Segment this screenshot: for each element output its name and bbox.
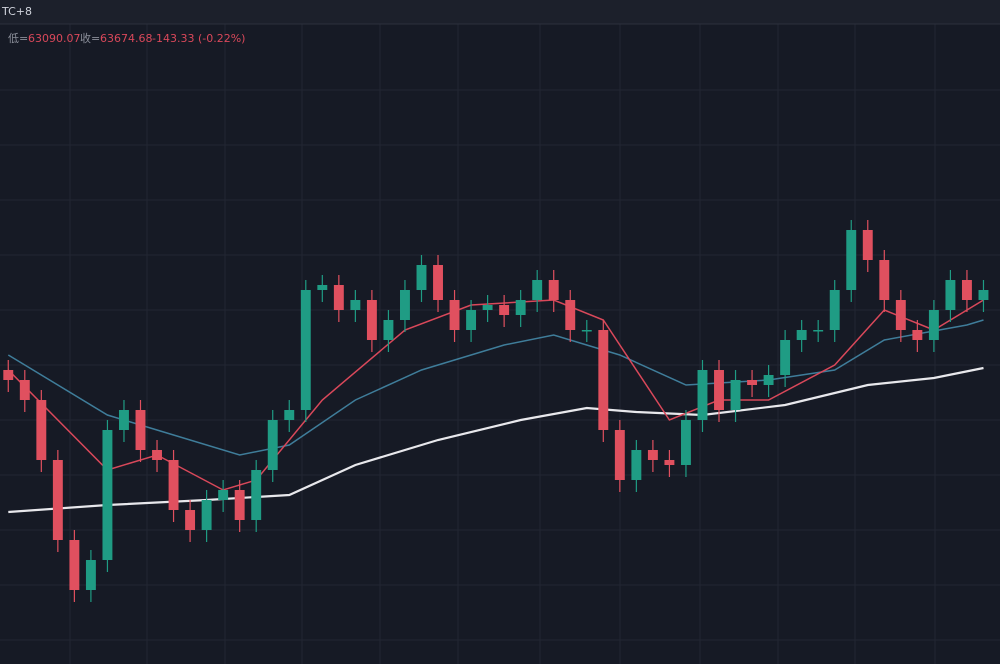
candle-body (69, 540, 80, 590)
candle-body (333, 285, 344, 310)
candle-body (317, 285, 328, 290)
candle-body (366, 300, 377, 340)
close-value: 63674.68 (100, 32, 153, 45)
candle-body (234, 490, 245, 520)
top-bar (0, 0, 1000, 24)
candle-body (383, 320, 394, 340)
candle-body (135, 410, 146, 450)
candle-body (978, 290, 989, 300)
candle-body (300, 290, 311, 410)
candle-body (796, 330, 807, 340)
candle-body (119, 410, 129, 430)
candle-body (912, 330, 923, 340)
candle-body (85, 560, 96, 590)
candle-body (284, 410, 295, 420)
candle-body (482, 305, 493, 310)
candle-body (400, 290, 410, 320)
candle-body (185, 510, 196, 530)
candle-body (168, 460, 179, 510)
candle-body (730, 380, 741, 410)
candle-body (664, 460, 675, 465)
candle-body (780, 340, 791, 375)
candle-body (52, 460, 63, 540)
candle-body (201, 500, 212, 530)
candle-body (829, 290, 840, 330)
candle-body (499, 305, 510, 315)
candle-body (102, 430, 113, 560)
candle-body (631, 450, 642, 480)
candle-body (19, 380, 30, 400)
candle-body (647, 450, 658, 460)
candle-body (350, 300, 361, 310)
candle-body (267, 420, 278, 470)
candle-body (879, 260, 890, 300)
candle-body (862, 230, 873, 260)
candle-body (697, 370, 708, 420)
candle-body (680, 420, 691, 465)
candle-body (747, 380, 758, 385)
candle-body (433, 265, 443, 300)
candle-body (36, 400, 47, 460)
moving-average (7, 319, 984, 456)
candle-body (466, 310, 477, 330)
candle-body (515, 300, 526, 315)
grid (0, 24, 1000, 664)
candle-body (449, 300, 460, 330)
change-value: -143.33 (-0.22%) (152, 32, 245, 45)
candle-body (928, 310, 939, 340)
candle-body (3, 370, 14, 380)
candle-body (532, 280, 543, 300)
candle-body (614, 430, 625, 480)
candle-body (598, 330, 609, 430)
candle-body (763, 375, 774, 385)
candle-body (152, 450, 162, 460)
candle-body (945, 280, 956, 310)
close-label: 收= (80, 31, 100, 45)
candle-body (846, 230, 857, 290)
candle-body (714, 370, 724, 410)
low-label: 低= (8, 32, 28, 45)
candle-body (416, 265, 427, 290)
timezone: TC+8 (1, 5, 32, 18)
candle-body (581, 330, 592, 332)
candle-body (813, 330, 824, 332)
candle-body (548, 280, 559, 300)
low-value: 63090.07 (28, 32, 81, 45)
candle-body (895, 300, 906, 330)
candle-body (251, 470, 262, 520)
candle-body (961, 280, 972, 300)
candle-body (218, 490, 229, 500)
plot (3, 220, 989, 602)
candle-body (565, 300, 576, 330)
